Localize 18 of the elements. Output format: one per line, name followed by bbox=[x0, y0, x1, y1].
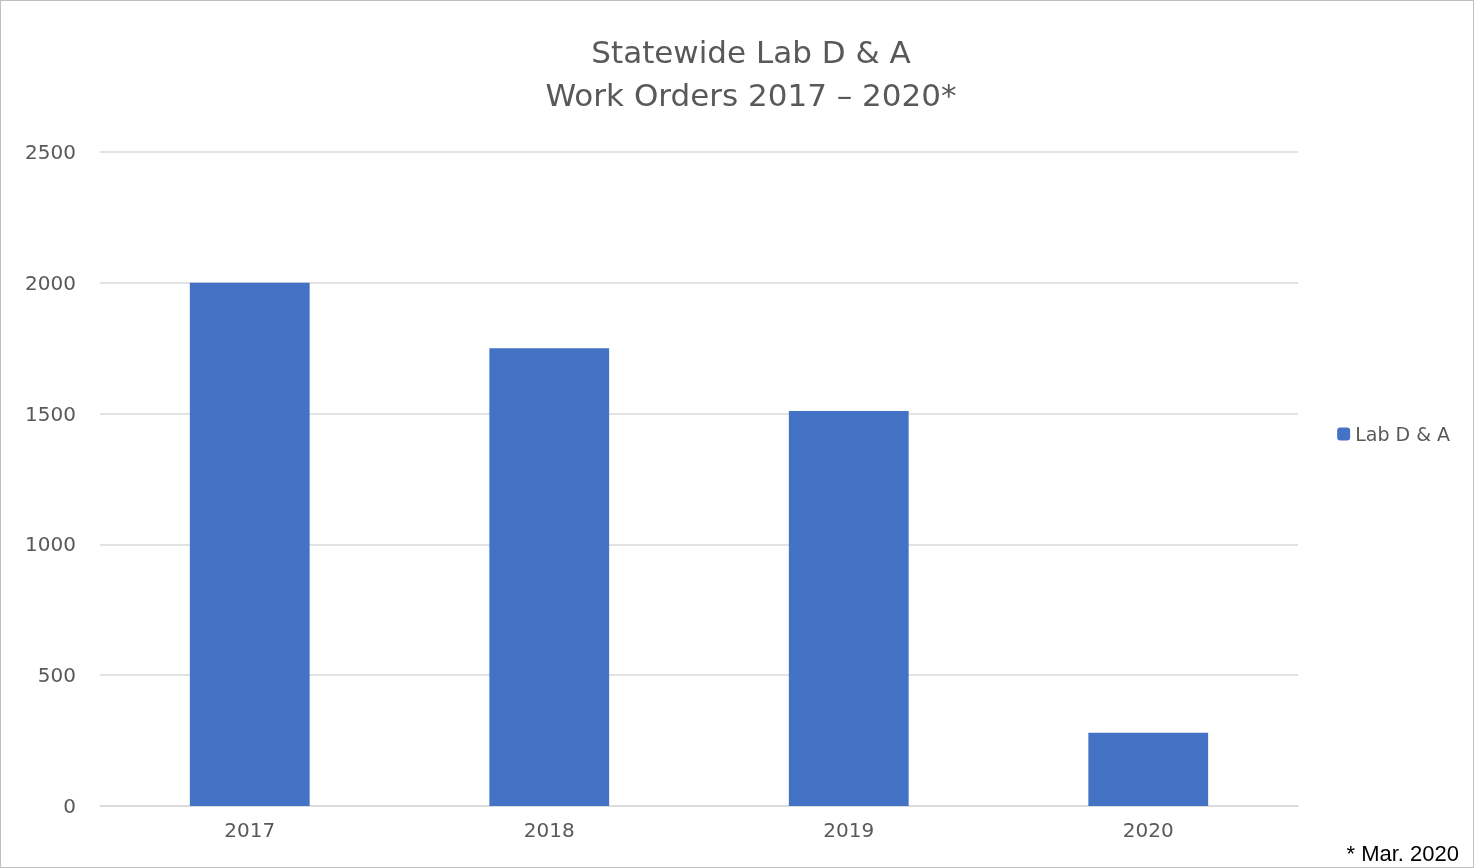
bar bbox=[1088, 732, 1209, 806]
y-tick-label: 1000 bbox=[25, 532, 76, 557]
y-tick-label: 1500 bbox=[25, 401, 76, 426]
legend-label: Lab D & A bbox=[1355, 423, 1451, 445]
bar bbox=[788, 410, 909, 806]
bar bbox=[189, 282, 310, 806]
y-tick-label: 0 bbox=[63, 794, 76, 818]
x-tick-label: 2020 bbox=[1122, 818, 1174, 842]
bar bbox=[489, 348, 610, 806]
y-tick-label: 500 bbox=[37, 663, 76, 688]
chart-subtitle: Work Orders 2017 – 2020* bbox=[545, 76, 957, 113]
y-tick-label: 2000 bbox=[25, 270, 76, 295]
chart-title: Statewide Lab D & A bbox=[591, 33, 911, 70]
x-tick-label: 2017 bbox=[224, 818, 276, 842]
y-tick-label: 2500 bbox=[25, 140, 76, 164]
text: * Mar. 2020 bbox=[1346, 841, 1459, 867]
x-tick-label: 2018 bbox=[523, 818, 575, 842]
x-tick-label: 2019 bbox=[823, 818, 875, 842]
